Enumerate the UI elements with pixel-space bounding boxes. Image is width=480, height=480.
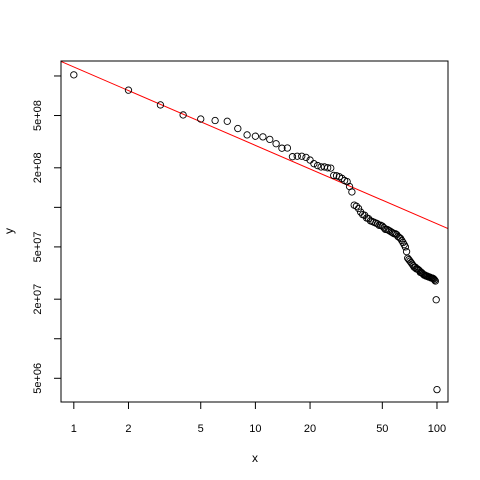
data-point <box>266 135 274 144</box>
x-axis: 1 2 5 10 20 50 100 <box>71 402 446 435</box>
y-axis: 5e+06 2e+07 5e+07 2e+08 5e+08 <box>32 75 61 394</box>
data-point <box>272 140 280 148</box>
data-point <box>306 156 314 164</box>
data-point <box>348 188 356 196</box>
data-point <box>330 171 338 180</box>
data-point <box>327 164 335 172</box>
x-tick-label: 1 <box>71 423 77 435</box>
fit-line <box>60 60 449 229</box>
y-tick-label: 5e+08 <box>32 100 44 131</box>
fit-line-layer <box>60 60 449 229</box>
y-axis-title: y <box>2 228 16 234</box>
data-point <box>338 174 346 183</box>
data-point <box>430 276 439 284</box>
data-point <box>352 202 361 210</box>
data-point <box>431 277 440 285</box>
data-point <box>293 152 301 160</box>
x-tick-label: 100 <box>428 423 446 435</box>
data-point <box>243 131 251 139</box>
data-point <box>197 115 205 123</box>
x-axis-title: x <box>252 451 258 465</box>
data-point <box>223 117 231 125</box>
data-point <box>156 101 165 109</box>
data-point <box>430 275 438 283</box>
scatter-points-layer <box>70 71 441 394</box>
y-tick-label: 2e+07 <box>32 284 44 315</box>
data-point <box>124 86 133 94</box>
data-point <box>429 274 437 283</box>
x-tick-label: 10 <box>249 423 261 435</box>
plot-frame <box>60 60 449 403</box>
data-point <box>298 152 306 160</box>
x-tick-label: 50 <box>376 423 388 435</box>
x-tick-label: 2 <box>125 423 131 435</box>
data-point <box>251 132 260 140</box>
data-point <box>432 296 440 304</box>
data-point <box>394 232 402 241</box>
data-point <box>354 204 363 213</box>
data-point <box>278 144 286 152</box>
data-point <box>373 220 382 228</box>
data-point <box>234 124 242 133</box>
data-point <box>396 234 405 243</box>
data-point <box>288 153 297 161</box>
data-point <box>179 111 187 119</box>
data-point <box>313 161 322 170</box>
data-point <box>310 160 318 168</box>
data-point <box>324 164 332 172</box>
y-tick-label: 5e+07 <box>32 231 44 262</box>
y-tick-label: 2e+08 <box>32 152 44 183</box>
data-point <box>401 243 410 251</box>
data-point <box>211 116 219 125</box>
x-tick-label: 5 <box>198 423 204 435</box>
y-tick-label: 5e+06 <box>32 363 44 394</box>
data-point <box>259 133 267 141</box>
data-point <box>433 385 441 394</box>
data-point <box>283 144 292 152</box>
data-point <box>398 236 406 245</box>
x-tick-label: 20 <box>304 423 316 435</box>
data-point <box>70 71 78 79</box>
